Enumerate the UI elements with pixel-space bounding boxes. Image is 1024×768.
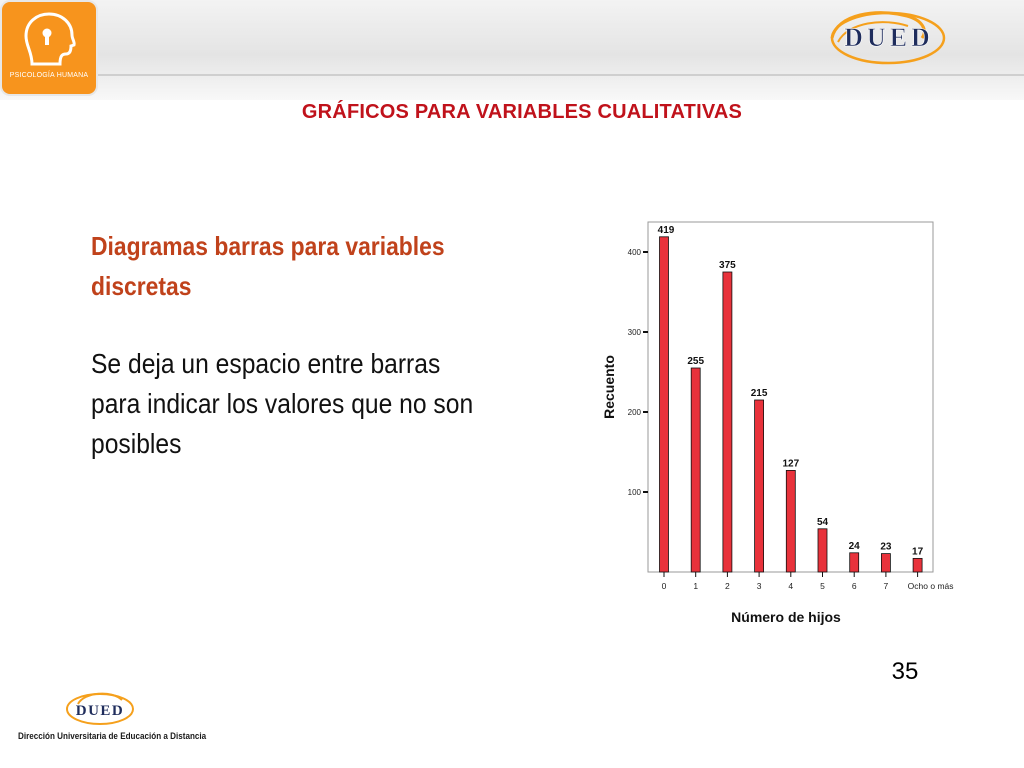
bar-data-label-7: 23	[880, 542, 892, 553]
x-tick-label-2: 2	[725, 581, 730, 591]
bar-data-label-0: 419	[658, 225, 675, 236]
section-heading: Diagramas barras para variables discreta…	[91, 226, 505, 306]
x-tick-label-8: Ocho o más	[908, 581, 954, 591]
bar-3	[754, 399, 765, 573]
bar-2	[722, 271, 733, 573]
bar-data-label-2: 375	[719, 260, 736, 271]
y-axis-label: Recuento	[601, 355, 617, 419]
dued-logo-top: DUED	[782, 8, 996, 66]
bar-data-label-5: 54	[817, 517, 829, 528]
x-tick-label-5: 5	[820, 581, 825, 591]
bar-5	[817, 528, 828, 573]
x-tick-label-6: 6	[852, 581, 857, 591]
x-axis-label: Número de hijos	[731, 609, 841, 625]
y-tick-label-200: 200	[628, 408, 642, 417]
page-number: 35	[891, 658, 919, 685]
bar-1	[690, 367, 701, 573]
svg-text:DUED: DUED	[844, 23, 934, 52]
bar-7	[880, 553, 891, 573]
bar-data-label-3: 215	[751, 388, 768, 399]
header-divider	[96, 74, 1024, 76]
x-tick-label-3: 3	[757, 581, 762, 591]
footer-org-name: Dirección Universitaria de Educación a D…	[18, 731, 207, 741]
body-line-3: posibles	[91, 428, 182, 459]
bar-data-label-1: 255	[687, 356, 704, 367]
psicologia-logo: PSICOLOGÍA HUMANA	[2, 2, 96, 94]
y-axis: 100 200 300 400	[628, 248, 648, 497]
bar-data-label-4: 127	[782, 458, 799, 469]
body-line-2: para indicar los valores que no son	[91, 388, 474, 419]
svg-text:DUED: DUED	[76, 703, 125, 719]
bar-data-labels: 419 255 375 215 127 54 24 23 17	[658, 225, 924, 558]
x-tick-label-4: 4	[788, 581, 793, 591]
section-heading-line-1: Diagramas barras para variables	[91, 231, 445, 261]
x-tick-label-0: 0	[662, 581, 667, 591]
body-line-1: Se deja un espacio entre barras	[91, 348, 441, 379]
bar-4	[785, 469, 796, 573]
slide-title: GRÁFICOS PARA VARIABLES CUALITATIVAS	[301, 101, 743, 123]
x-tick-label-7: 7	[884, 581, 889, 591]
bar-data-label-6: 24	[849, 541, 861, 552]
x-tick-label-1: 1	[693, 581, 698, 591]
dued-logo-bottom: DUED	[60, 690, 140, 726]
bar-data-label-8: 17	[912, 546, 924, 557]
x-axis: 0 1 2 3 4 5 6 7 Ocho o más	[662, 572, 954, 591]
head-silhouette-icon	[24, 12, 76, 66]
bar-8	[912, 557, 923, 573]
body-paragraph: Se deja un espacio entre barras para ind…	[91, 344, 549, 464]
bar-6	[849, 552, 860, 573]
bar-0	[659, 236, 669, 573]
section-heading-line-2: discretas	[91, 271, 192, 301]
y-tick-label-100: 100	[628, 488, 642, 497]
y-tick-label-300: 300	[628, 328, 642, 337]
bars	[659, 236, 923, 573]
psicologia-logo-text: PSICOLOGÍA HUMANA	[9, 72, 89, 79]
y-tick-label-400: 400	[628, 248, 642, 257]
